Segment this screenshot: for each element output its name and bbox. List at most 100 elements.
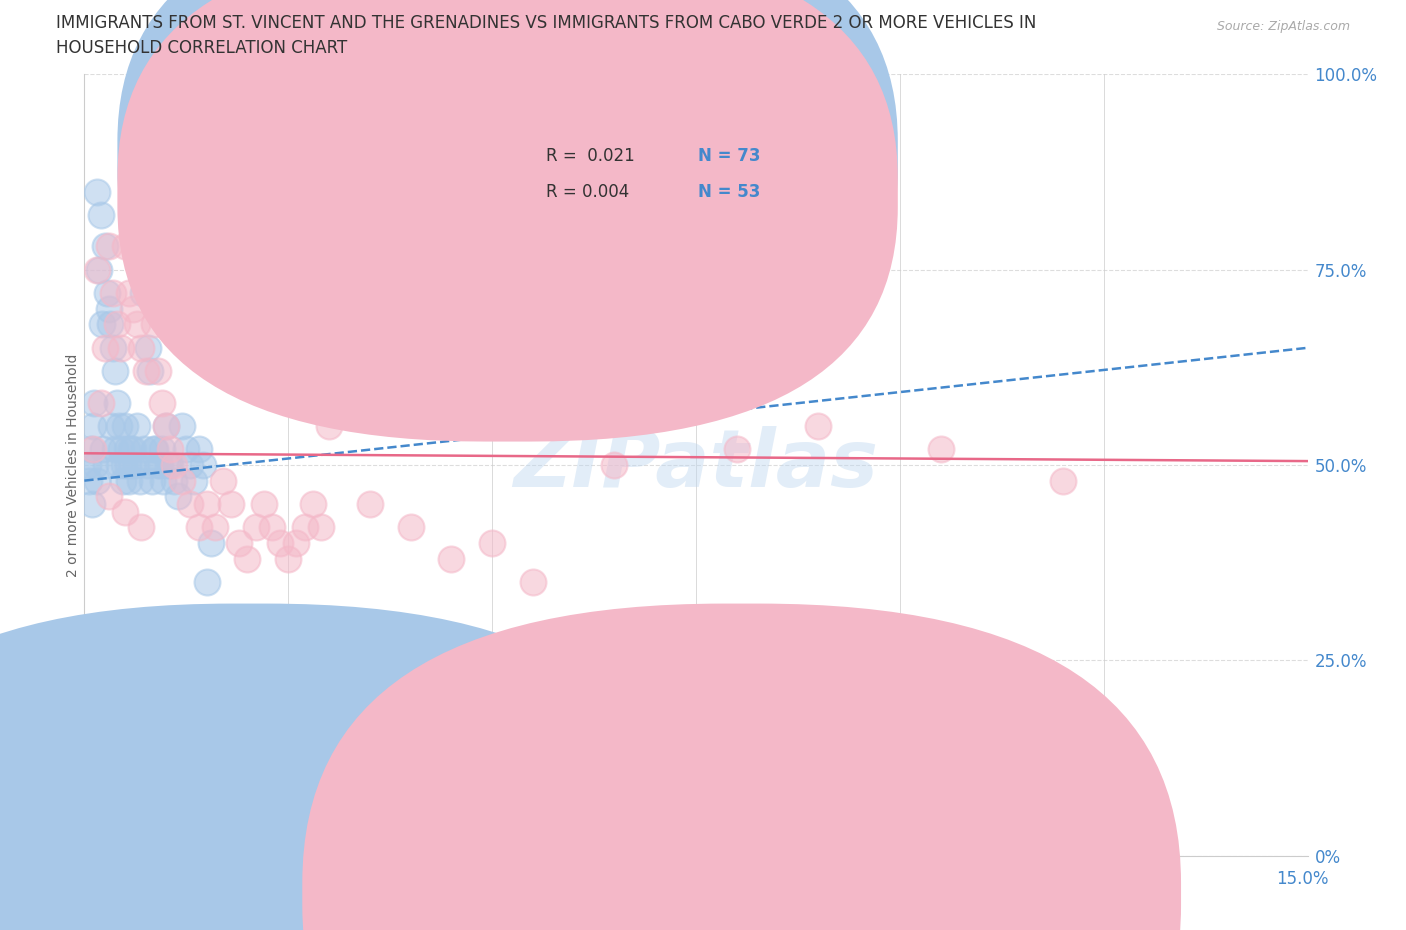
Text: R =  0.021: R = 0.021 bbox=[546, 147, 634, 165]
Point bbox=[318, 418, 340, 433]
Point bbox=[138, 364, 160, 379]
Point bbox=[104, 364, 127, 379]
Point bbox=[260, 520, 283, 535]
Point bbox=[96, 286, 118, 300]
Text: N = 73: N = 73 bbox=[699, 147, 761, 165]
Point bbox=[277, 551, 299, 566]
Point bbox=[167, 489, 190, 504]
Point bbox=[84, 458, 107, 472]
Point bbox=[163, 458, 186, 472]
Point bbox=[245, 708, 267, 723]
Point bbox=[97, 239, 120, 254]
Point bbox=[150, 442, 173, 457]
Point bbox=[236, 809, 259, 824]
Point bbox=[90, 207, 112, 222]
Point bbox=[127, 317, 149, 332]
Point bbox=[101, 286, 124, 300]
Point bbox=[200, 536, 222, 551]
Point bbox=[82, 442, 104, 457]
Point bbox=[219, 497, 242, 512]
Point bbox=[83, 395, 105, 410]
Point bbox=[159, 458, 181, 472]
Text: 0.0%: 0.0% bbox=[96, 870, 138, 888]
Point bbox=[399, 520, 422, 535]
Point bbox=[245, 520, 267, 535]
Text: ZIPatlas: ZIPatlas bbox=[513, 426, 879, 504]
Point bbox=[228, 786, 250, 801]
Point bbox=[131, 262, 153, 277]
Point bbox=[108, 458, 131, 472]
Point bbox=[146, 458, 169, 472]
Point bbox=[179, 458, 201, 472]
Point bbox=[301, 497, 323, 512]
Point bbox=[725, 442, 748, 457]
Point bbox=[114, 239, 136, 254]
Point bbox=[285, 536, 308, 551]
Point bbox=[172, 418, 194, 433]
Point bbox=[172, 473, 194, 488]
Point bbox=[80, 497, 103, 512]
Point bbox=[1052, 473, 1074, 488]
Point bbox=[253, 497, 276, 512]
Point bbox=[179, 497, 201, 512]
Point bbox=[125, 458, 148, 472]
Point bbox=[112, 458, 135, 472]
Point bbox=[91, 317, 114, 332]
Point bbox=[149, 458, 172, 472]
Point bbox=[114, 418, 136, 433]
Point bbox=[522, 575, 544, 590]
Point bbox=[269, 536, 291, 551]
Point bbox=[228, 536, 250, 551]
Point bbox=[141, 473, 163, 488]
FancyBboxPatch shape bbox=[117, 0, 898, 405]
Point bbox=[136, 340, 159, 355]
Point bbox=[150, 395, 173, 410]
Point bbox=[86, 473, 108, 488]
Point bbox=[253, 754, 276, 769]
Point bbox=[174, 442, 197, 457]
Point bbox=[100, 418, 122, 433]
Point bbox=[87, 262, 110, 277]
Point bbox=[122, 442, 145, 457]
Point bbox=[807, 418, 830, 433]
Point bbox=[212, 473, 235, 488]
Point bbox=[142, 442, 165, 457]
Point bbox=[236, 551, 259, 566]
Point bbox=[117, 458, 139, 472]
Point bbox=[93, 340, 115, 355]
Point bbox=[155, 418, 177, 433]
Point bbox=[131, 340, 153, 355]
Text: Source: ZipAtlas.com: Source: ZipAtlas.com bbox=[1216, 20, 1350, 33]
Y-axis label: 2 or more Vehicles in Household: 2 or more Vehicles in Household bbox=[66, 353, 80, 577]
Point bbox=[195, 575, 218, 590]
Point bbox=[110, 340, 132, 355]
Point bbox=[127, 418, 149, 433]
Point bbox=[97, 301, 120, 316]
Point bbox=[294, 520, 316, 535]
Point bbox=[93, 239, 115, 254]
Point bbox=[219, 754, 242, 769]
Point bbox=[132, 286, 155, 300]
Text: Immigrants from St. Vincent and the Grenadines: Immigrants from St. Vincent and the Gren… bbox=[281, 887, 638, 902]
Point bbox=[86, 262, 108, 277]
Point bbox=[163, 473, 186, 488]
Point bbox=[204, 653, 226, 668]
Point bbox=[217, 692, 239, 707]
Point bbox=[118, 286, 141, 300]
Point bbox=[131, 520, 153, 535]
Point bbox=[212, 731, 235, 746]
Point bbox=[118, 473, 141, 488]
Point bbox=[195, 497, 218, 512]
Point bbox=[114, 504, 136, 519]
Text: HOUSEHOLD CORRELATION CHART: HOUSEHOLD CORRELATION CHART bbox=[56, 39, 347, 57]
Point bbox=[187, 442, 209, 457]
Point bbox=[187, 520, 209, 535]
Point bbox=[103, 442, 125, 457]
Point bbox=[142, 317, 165, 332]
Point bbox=[143, 442, 166, 457]
Point bbox=[105, 395, 128, 410]
Point bbox=[111, 473, 134, 488]
Text: R = 0.004: R = 0.004 bbox=[546, 183, 628, 202]
Point bbox=[96, 458, 118, 472]
Text: 15.0%: 15.0% bbox=[1277, 870, 1329, 888]
